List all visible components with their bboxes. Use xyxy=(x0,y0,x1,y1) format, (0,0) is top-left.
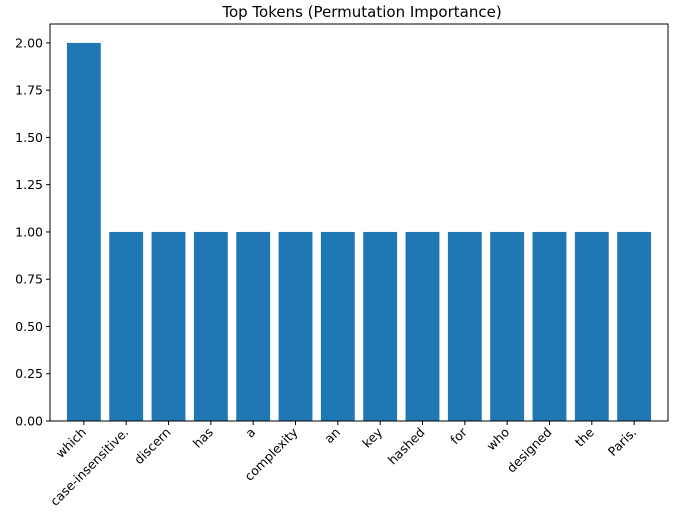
bar-5 xyxy=(278,231,313,421)
y-tick-label: 0.25 xyxy=(15,366,43,381)
y-tick-label: 1.00 xyxy=(15,224,43,239)
x-tick-label: the xyxy=(572,424,597,449)
y-tick-label: 0.00 xyxy=(15,414,43,429)
bar-0 xyxy=(66,42,101,422)
bars-group xyxy=(66,42,652,422)
y-tick-label: 1.50 xyxy=(15,130,43,145)
y-axis: 0.00 0.25 0.50 0.75 1.00 1.25 1.50 1.75 2.00 xyxy=(15,35,50,429)
x-tick-label: a xyxy=(242,425,258,441)
chart-title: Top Tokens (Permutation Importance) xyxy=(221,3,501,21)
x-tick-label: hashed xyxy=(385,425,428,468)
bar-3 xyxy=(193,231,228,421)
x-tick-label: discern xyxy=(131,425,174,468)
x-tick-label: has xyxy=(190,425,216,451)
bar-12 xyxy=(574,231,609,421)
plot-frame xyxy=(49,23,669,422)
y-tick-label: 1.25 xyxy=(15,177,43,192)
y-tick-label: 2.00 xyxy=(15,35,43,50)
x-tick-label: for xyxy=(447,424,470,447)
x-tick-label: Paris. xyxy=(605,425,639,459)
x-tick-label: case-insensitive. xyxy=(47,425,131,509)
x-tick-label: an xyxy=(321,425,343,447)
x-tick-label: key xyxy=(359,424,386,451)
x-tick-label: which xyxy=(53,425,89,461)
y-tick-label: 0.50 xyxy=(15,319,43,334)
bar-10 xyxy=(490,231,525,421)
bar-6 xyxy=(320,231,355,421)
bar-8 xyxy=(405,231,440,421)
x-tick-label: who xyxy=(483,425,512,454)
bar-4 xyxy=(236,231,271,421)
bar-9 xyxy=(447,231,482,421)
y-tick-label: 0.75 xyxy=(15,272,43,287)
bar-1 xyxy=(109,231,144,421)
bar-7 xyxy=(363,231,398,421)
y-tick-label: 1.75 xyxy=(15,83,43,98)
bar-13 xyxy=(617,231,652,421)
bar-11 xyxy=(532,231,567,421)
x-tick-label: designed xyxy=(504,425,555,476)
bar-2 xyxy=(151,231,186,421)
